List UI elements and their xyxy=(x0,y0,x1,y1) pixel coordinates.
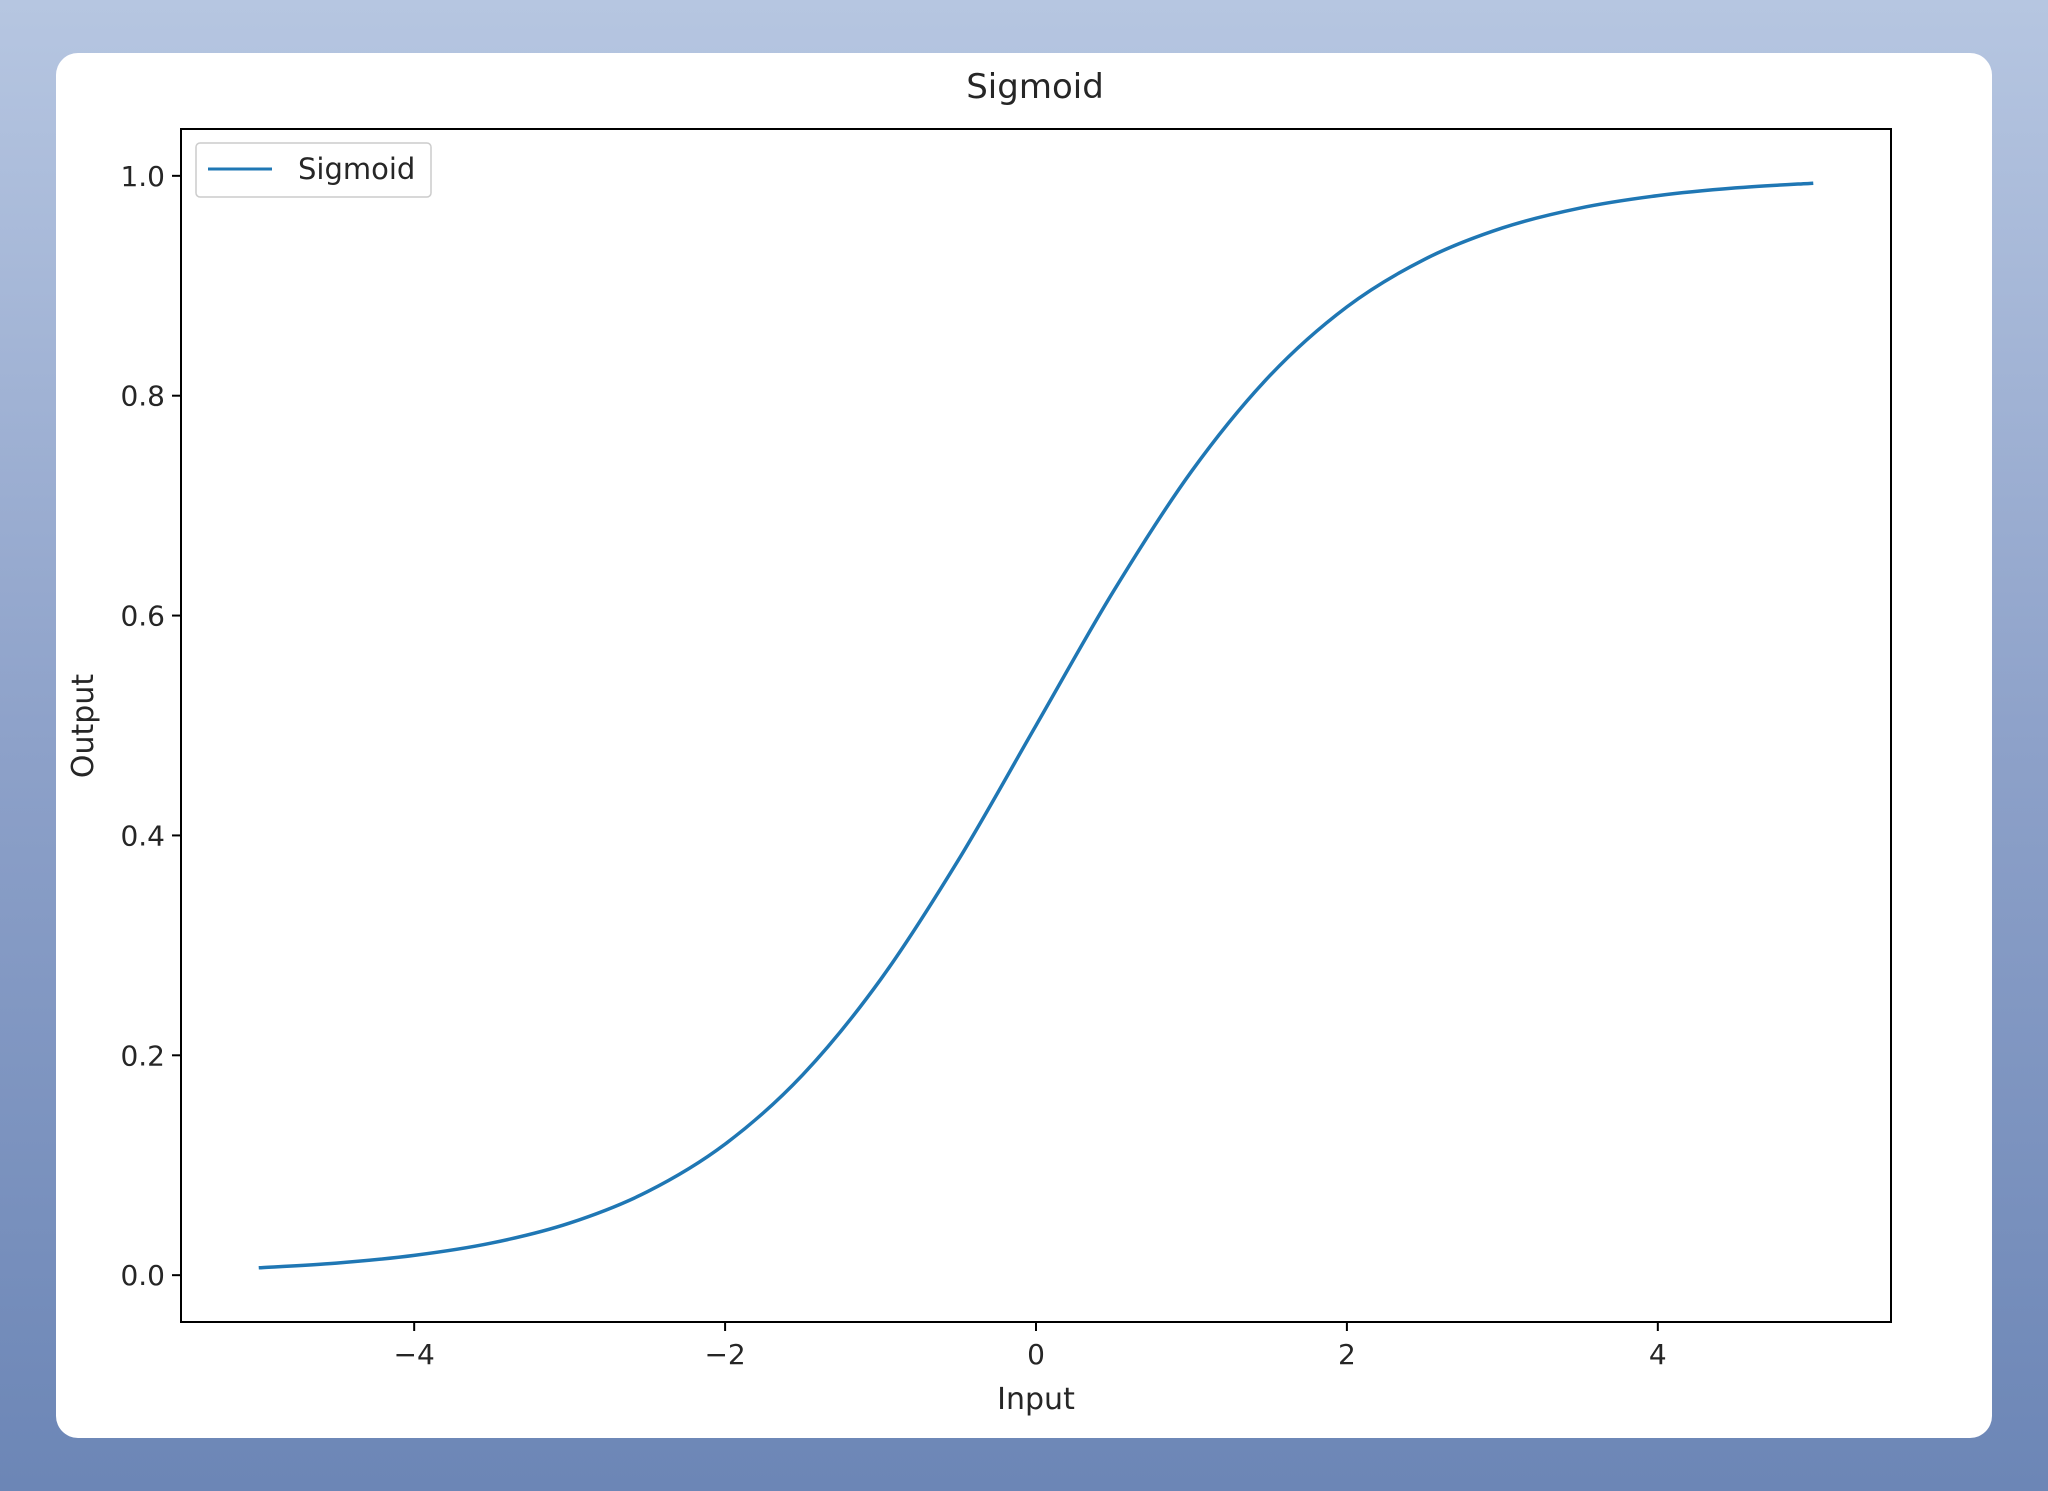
y-tick-label: 0.4 xyxy=(120,819,165,852)
chart-card: Sigmoid −4 −2 0 2 4 0.0 0.2 0.4 0.6 0.8 1.0 Input… xyxy=(56,53,1992,1438)
legend: Sigmoid xyxy=(195,142,432,198)
y-tick-label: 0.8 xyxy=(120,380,165,413)
x-tick-label: −4 xyxy=(394,1338,435,1371)
x-tick-label: −2 xyxy=(704,1338,745,1371)
x-axis-label: Input xyxy=(997,1382,1075,1417)
y-tick-label: 0.0 xyxy=(120,1259,165,1292)
legend-box xyxy=(195,142,432,198)
y-axis: 0.0 0.2 0.4 0.6 0.8 1.0 xyxy=(120,160,181,1292)
plot-area xyxy=(258,181,1814,1270)
x-tick-label: 2 xyxy=(1338,1338,1356,1371)
sigmoid-chart: Sigmoid −4 −2 0 2 4 0.0 0.2 0.4 0.6 0.8 1.0 Input… xyxy=(66,67,1892,1417)
x-axis: −4 −2 0 2 4 xyxy=(394,1322,1667,1371)
legend-label-sigmoid: Sigmoid xyxy=(298,152,415,186)
y-tick-label: 1.0 xyxy=(120,160,165,193)
y-axis-label: Output xyxy=(66,674,101,778)
x-tick-label: 0 xyxy=(1027,1338,1045,1371)
y-tick-label: 0.2 xyxy=(120,1039,165,1072)
x-tick-label: 4 xyxy=(1649,1338,1667,1371)
y-tick-label: 0.6 xyxy=(120,600,165,633)
chart-title: Sigmoid xyxy=(966,67,1104,107)
series-line-sigmoid xyxy=(258,181,1814,1270)
